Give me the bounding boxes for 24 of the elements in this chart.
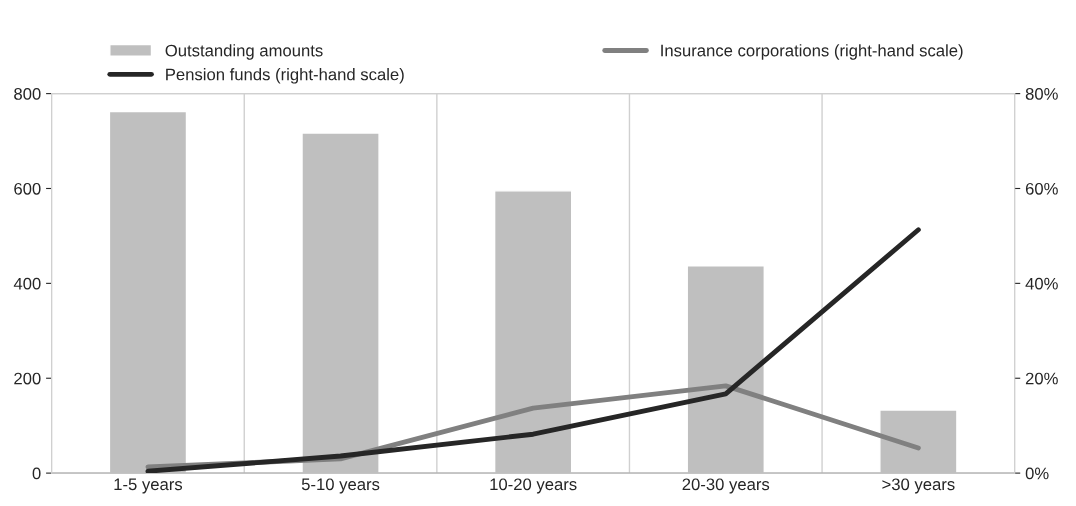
legend-label: Outstanding amounts: [165, 44, 323, 60]
legend-label: Pension funds (right-hand scale): [166, 68, 404, 84]
y2-tick-label: 20%: [1025, 372, 1058, 385]
x-tick-label: 1-5 years: [114, 478, 183, 494]
y-tick-label: 0: [32, 467, 41, 480]
y2-tick-label: 60%: [1025, 182, 1058, 195]
y2-tick-label: 80%: [1025, 88, 1058, 100]
bar: [493, 190, 573, 474]
x-tick-label: 5-10 years: [301, 478, 380, 494]
y2-tick-label: 0%: [1025, 467, 1049, 480]
legend-label: Insurance corporations (right-hand scale): [661, 44, 963, 60]
line-series: [145, 227, 921, 474]
bar: [686, 265, 765, 474]
y-tick-label: 800: [14, 88, 41, 100]
x-tick-label: >30 years: [882, 478, 955, 494]
bar: [879, 409, 958, 474]
y-tick-label: 200: [14, 372, 41, 385]
x-tick-label: 10-20 years: [490, 478, 577, 494]
x-tick-label: 20-30 years: [682, 478, 770, 494]
y-tick-label: 400: [13, 277, 41, 290]
bar: [108, 110, 188, 474]
bar: [301, 132, 380, 474]
y-tick-label: 600: [14, 182, 41, 195]
y2-tick-label: 40%: [1025, 277, 1058, 290]
